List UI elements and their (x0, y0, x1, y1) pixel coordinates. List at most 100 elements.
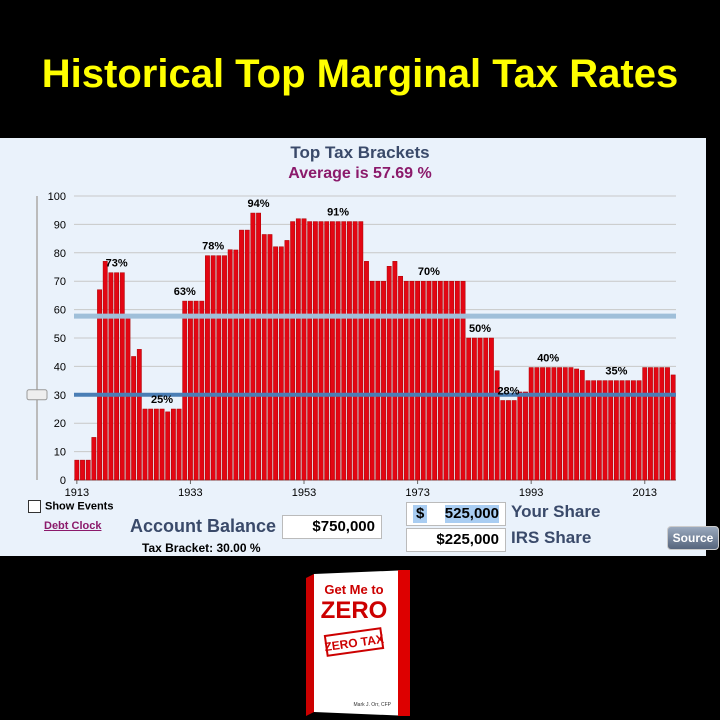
bar (375, 280, 381, 481)
bar (642, 367, 648, 481)
bar (574, 368, 580, 481)
book-line1: Get Me to (324, 582, 383, 597)
debt-clock-link[interactable]: Debt Clock (44, 520, 102, 532)
bar (159, 408, 165, 481)
your-share-input[interactable]: $525,000 (406, 502, 506, 526)
show-events-label[interactable]: Show Events (45, 500, 114, 513)
bar (176, 408, 182, 481)
currency: $ (413, 505, 428, 523)
y-tick-label: 20 (54, 418, 66, 430)
bar (630, 380, 636, 481)
bar (591, 380, 597, 481)
bar (568, 367, 574, 481)
bar (602, 380, 608, 481)
annotation: 73% (106, 258, 128, 270)
y-tick-label: 0 (60, 475, 66, 487)
chart: Top Tax Brackets Average is 57.69 % 0 10 2… (26, 143, 676, 499)
book-author: Mark J. Orr, CFP (354, 702, 392, 708)
bar (432, 280, 438, 481)
annotation: 40% (537, 353, 559, 365)
bar (125, 315, 131, 481)
bar (449, 280, 455, 481)
bar (193, 300, 199, 481)
bar (494, 370, 500, 481)
show-events[interactable]: Show Events (28, 500, 113, 513)
bar (244, 229, 250, 481)
bar (420, 280, 426, 481)
x-tick-label: 1973 (405, 487, 429, 499)
annotation: 35% (605, 366, 627, 378)
x-tick-label: 1913 (65, 487, 89, 499)
y-tick-label: 40 (54, 361, 66, 373)
book-line2: ZERO (321, 597, 388, 624)
bar (466, 337, 472, 481)
book-spine (306, 574, 314, 716)
bar (398, 275, 403, 481)
bar (136, 349, 142, 481)
slider-thumb (26, 389, 48, 401)
bar (670, 374, 676, 481)
bar (585, 380, 591, 481)
bar (216, 255, 222, 481)
bar (381, 280, 386, 481)
bar (636, 380, 642, 481)
bar (579, 370, 585, 481)
bar (409, 280, 415, 481)
annotation: 50% (469, 323, 491, 335)
y-tick-label: 80 (54, 248, 66, 260)
bar (347, 221, 352, 481)
bar (205, 255, 210, 481)
bar (528, 367, 534, 481)
bar (517, 391, 523, 481)
bar (108, 272, 114, 481)
bar (596, 380, 602, 481)
bar (392, 261, 398, 481)
y-tick-label: 60 (54, 305, 66, 317)
bar (227, 249, 233, 481)
account-balance-input[interactable]: $750,000 (282, 515, 382, 539)
y-tick-label: 30 (54, 390, 66, 402)
bar (295, 218, 301, 481)
bar (511, 400, 517, 481)
stamp-box (323, 627, 385, 657)
bar (653, 367, 659, 481)
book-edge (398, 570, 410, 716)
bar (267, 234, 273, 481)
bar (165, 411, 171, 481)
bar (222, 255, 227, 481)
bar (659, 367, 665, 481)
bar (188, 300, 193, 481)
bar (483, 337, 489, 481)
irs-share-input[interactable]: $225,000 (406, 528, 506, 552)
checkbox[interactable] (28, 500, 41, 513)
bar (540, 367, 545, 481)
bar (437, 280, 443, 481)
annotation: 91% (327, 207, 349, 219)
bar (545, 367, 551, 481)
bar (85, 459, 91, 481)
bar (415, 280, 421, 481)
account-balance-label: Account Balance (130, 516, 277, 536)
bar (148, 408, 154, 481)
x-tick-label: 1953 (292, 487, 316, 499)
bar (403, 280, 409, 481)
source-button[interactable]: Source (667, 526, 719, 550)
bar (608, 380, 614, 481)
bar (290, 221, 296, 481)
bar (312, 221, 318, 481)
bar (619, 380, 625, 481)
bar (369, 280, 375, 481)
bar (318, 221, 324, 481)
bar (665, 367, 670, 481)
bar (131, 356, 137, 481)
bar (273, 246, 279, 481)
bar (506, 400, 511, 481)
annotation: 70% (418, 266, 440, 278)
bar (233, 249, 239, 481)
chart-title: Top Tax Brackets (290, 143, 429, 162)
your-share-value: 525,000 (444, 505, 499, 523)
bar (358, 221, 364, 481)
bar (477, 337, 483, 481)
book-cover: Get Me to ZERO ZERO TAX Mark J. Orr, CFP (306, 570, 410, 716)
